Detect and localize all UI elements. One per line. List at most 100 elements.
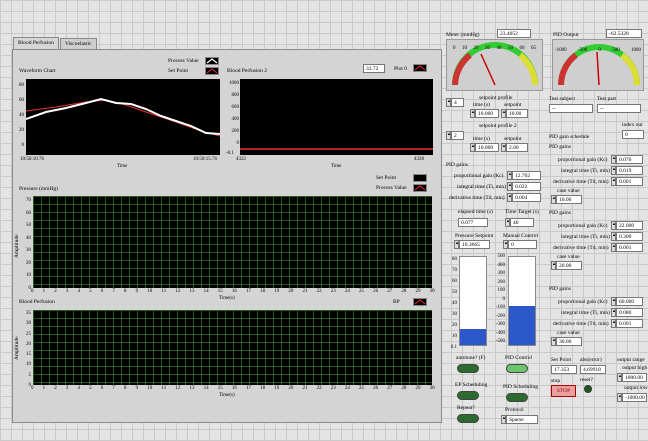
sp2-time-label: time (s) — [473, 136, 490, 142]
x-tick: 9 — [135, 289, 139, 294]
pressure-sp-slider[interactable] — [459, 256, 487, 346]
tab-viscoelastic[interactable]: Viscoelastic — [60, 38, 97, 49]
schedule-td-label: derivative time (Td, min) — [553, 179, 609, 185]
manual-input[interactable]: ▲▼0 — [503, 240, 537, 249]
schedule-kc-label: proportional gain (Kc) — [558, 299, 608, 305]
td-label: derivative time (Td, min) — [449, 195, 505, 201]
pressure-y-label: Amplitude — [14, 234, 20, 258]
test-subject-field[interactable]: -- — [549, 104, 593, 113]
waveform-y-ticks: 80 60 40 20 0 — [19, 83, 24, 148]
test-part-field[interactable]: -- — [597, 104, 641, 113]
x-tick: 10 — [147, 289, 153, 294]
schedule-case-input[interactable]: ▲▼30.00 — [551, 337, 582, 346]
pressure-chart[interactable] — [33, 196, 432, 288]
stop-button[interactable]: STOP — [551, 385, 576, 397]
x-tick: 23 — [330, 289, 336, 294]
x-tick: 6 — [100, 386, 104, 391]
bp2-y-min: -0.1 — [226, 151, 234, 156]
x-tick: 22 — [316, 289, 322, 294]
schedule-ti-input[interactable]: ▲▼0.080 — [611, 308, 643, 317]
pid-sched-toggle[interactable] — [506, 393, 528, 402]
stop-label: stop — [551, 378, 561, 384]
pid-sched-label: PID Scheduling — [503, 384, 538, 390]
bp2-plot-label: Plot 0 — [394, 66, 407, 72]
pressure-sp-swatch — [413, 174, 427, 182]
sp-setpoint-input[interactable]: ▲▼10.00 — [501, 109, 528, 118]
gain-schedule-title: PID gain schedule — [549, 134, 590, 140]
perfusion-bp-swatch — [413, 298, 427, 306]
output-high-input[interactable]: ▲▼1000.00 — [617, 373, 647, 382]
repeat-label: Repeat? — [457, 405, 475, 411]
protocol-select[interactable]: ▲▼Sparse — [501, 415, 538, 424]
autotune-toggle[interactable] — [457, 364, 479, 373]
x-tick: 24 — [344, 386, 350, 391]
schedule-ti-input[interactable]: ▲▼0.019 — [611, 166, 643, 175]
output-low-input[interactable]: ▲▼-1000.00 — [617, 393, 647, 402]
target-input[interactable]: ▲▼40 — [505, 218, 534, 227]
x-tick: 3 — [65, 289, 69, 294]
x-tick: 15 — [217, 386, 223, 391]
x-tick: 15 — [217, 289, 223, 294]
schedule-case-input[interactable]: ▲▼20.00 — [551, 261, 582, 270]
schedule-td-input[interactable]: ▲▼0.001 — [611, 177, 643, 186]
pid-output-ticks: -1000 -500 0 500 1000 — [555, 48, 641, 53]
waveform-sp-trace — [25, 99, 221, 137]
tab-blood-perfusion[interactable]: Blood Perfusion — [13, 37, 59, 49]
schedule-kc-input[interactable]: ▲▼0.076 — [611, 155, 643, 164]
x-tick: 21 — [302, 386, 308, 391]
schedule-td-input[interactable]: ▲▼0.001 — [611, 243, 643, 252]
reset-led[interactable] — [584, 385, 592, 393]
ti-label: integral time (Ti, min) — [457, 184, 506, 190]
output-low-label: output low — [624, 385, 648, 391]
perfusion-y-label: Amplitude — [14, 336, 20, 360]
pid-control-toggle[interactable] — [506, 364, 528, 373]
test-part-label: Test part — [597, 96, 617, 102]
schedule-kc-input[interactable]: ▲▼60.000 — [611, 297, 643, 306]
pressure-x-ticks: 0 1 2 3 4 5 6 7 8 9 10 11 12 13 14 15 16 17 18 19 20 21 22 23 24… — [31, 289, 435, 294]
setpoint-label: Set Point — [551, 357, 572, 363]
repeat-toggle[interactable] — [457, 414, 479, 423]
meter-ticks: 0 10 20 30 40 50 60 65 — [453, 46, 536, 51]
test-subject-label: Test subject — [549, 96, 576, 102]
bp2-x-end: 4328 — [414, 157, 424, 162]
td-input[interactable]: ▲▼0.004 — [507, 193, 541, 202]
sp-profile2-index[interactable]: ▲▼2 — [446, 131, 464, 140]
sp2-setpoint-input[interactable]: ▲▼2.00 — [501, 143, 528, 152]
index-out-value: 0 — [622, 130, 644, 139]
kc-input[interactable]: ▲▼12.702 — [507, 171, 541, 180]
x-tick: 14 — [203, 289, 209, 294]
schedule-case-input[interactable]: ▲▼10.00 — [551, 195, 582, 204]
pid-output-gauge: -1000 -500 0 500 1000 — [552, 39, 644, 91]
manual-slider[interactable] — [508, 256, 536, 346]
x-tick: 7 — [112, 289, 115, 294]
waveform-chart[interactable] — [25, 79, 221, 155]
kc-label: proportional gain (Kc) — [454, 173, 504, 179]
waveform-pv-trace — [25, 97, 221, 135]
bp2-value: 33.72 — [363, 64, 385, 73]
schedule-kc-input[interactable]: ▲▼22.000 — [611, 221, 643, 230]
pressure-sp-input[interactable]: ▲▼10.3665 — [454, 240, 490, 249]
meter-value: 23.4052 — [497, 29, 531, 38]
sp-time-label: time (s) — [473, 102, 490, 108]
x-tick: 28 — [401, 386, 407, 391]
x-tick: 27 — [387, 386, 393, 391]
x-tick: 11 — [161, 289, 167, 294]
perfusion-chart[interactable] — [33, 310, 432, 385]
perfusion-x-ticks: 0 1 2 3 4 5 6 7 8 9 10 11 12 13 14 15 16 17 18 19 20 21 22 23 24… — [31, 386, 435, 391]
autotune-label: autotune? (F) — [456, 355, 486, 361]
ep-sched-toggle[interactable] — [457, 391, 479, 400]
x-tick: 28 — [401, 289, 407, 294]
sp-profile-index[interactable]: ▲▼4 — [446, 98, 464, 107]
reset-label: reset? — [580, 377, 593, 383]
perfusion-x-label: Time(s) — [219, 393, 235, 398]
ti-input[interactable]: ▲▼0.022 — [507, 182, 541, 191]
schedule-td-input[interactable]: ▲▼0.001 — [611, 319, 643, 328]
sp-time-input[interactable]: ▲▼10.000 — [470, 109, 499, 118]
index-out-label: index out — [622, 122, 643, 128]
sp2-time-input[interactable]: ▲▼10.000 — [470, 143, 499, 152]
meter-dial — [452, 42, 538, 86]
bp2-chart[interactable] — [240, 79, 433, 155]
x-tick: 18 — [260, 386, 266, 391]
schedule-ti-input[interactable]: ▲▼0.300 — [611, 232, 643, 241]
pid-control-label: PID Control — [505, 355, 533, 361]
